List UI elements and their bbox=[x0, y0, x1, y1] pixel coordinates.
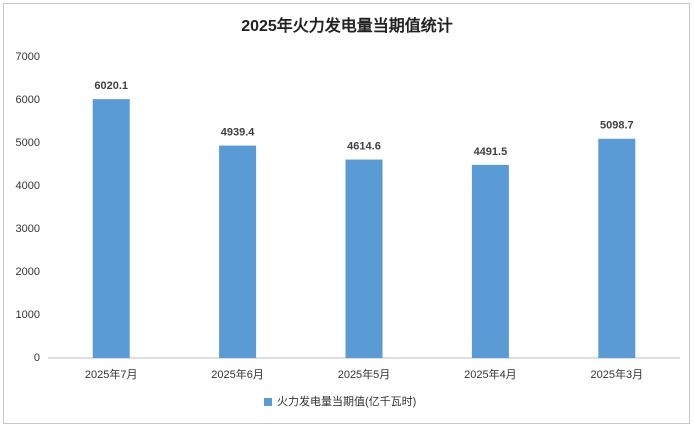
bar bbox=[92, 99, 130, 359]
chart-title: 2025年火力发电量当期值统计 bbox=[241, 16, 453, 35]
y-tick-label: 1000 bbox=[16, 309, 40, 321]
x-tick-label: 2025年6月 bbox=[211, 367, 264, 381]
y-tick-label: 4000 bbox=[16, 180, 40, 192]
y-tick-label: 5000 bbox=[16, 137, 40, 149]
legend-label: 火力发电量当期值(亿千瓦时) bbox=[277, 394, 416, 408]
value-label: 5098.7 bbox=[600, 120, 634, 132]
legend-swatch bbox=[264, 398, 272, 406]
x-tick-label: 2025年4月 bbox=[464, 367, 517, 381]
value-label: 4491.5 bbox=[474, 146, 508, 158]
y-tick-label: 7000 bbox=[16, 51, 40, 63]
bar bbox=[471, 164, 509, 358]
bar bbox=[219, 145, 257, 358]
bar bbox=[345, 159, 383, 358]
y-tick-label: 6000 bbox=[16, 94, 40, 106]
x-tick-label: 2025年3月 bbox=[591, 367, 644, 381]
x-tick-label: 2025年7月 bbox=[85, 367, 138, 381]
y-tick-label: 0 bbox=[34, 352, 40, 364]
bar bbox=[598, 138, 636, 358]
value-label: 6020.1 bbox=[94, 80, 128, 92]
y-tick-label: 2000 bbox=[16, 266, 40, 278]
value-label: 4614.6 bbox=[347, 140, 381, 152]
x-tick-label: 2025年5月 bbox=[338, 367, 391, 381]
y-tick-label: 3000 bbox=[16, 223, 40, 235]
value-label: 4939.4 bbox=[221, 127, 256, 139]
